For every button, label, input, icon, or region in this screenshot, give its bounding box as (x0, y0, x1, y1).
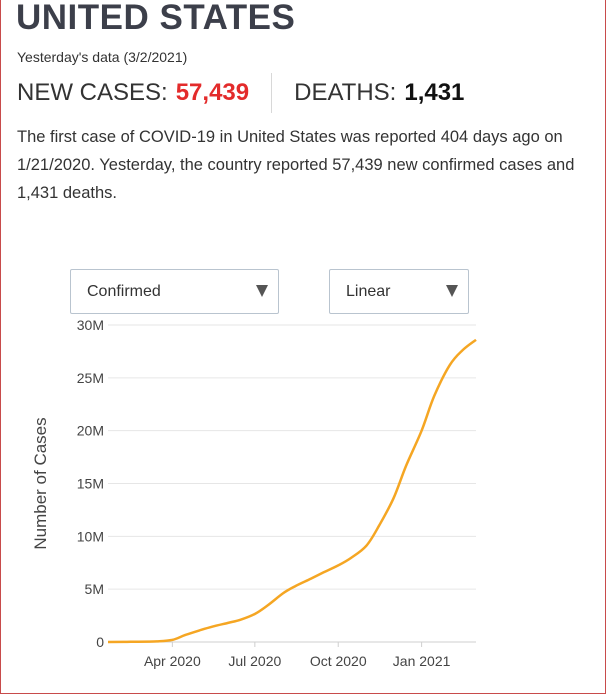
summary-text-3: days ago on 1/21/2020. Yesterday, the co… (17, 128, 575, 202)
summary-text-1: The first case of (17, 128, 139, 146)
disease-name: COVID-19 (138, 128, 216, 146)
y-tick-label: 10M (77, 528, 104, 544)
y-tick-label: 25M (77, 370, 104, 386)
x-tick-label: Jul 2020 (228, 653, 281, 669)
series-line-confirmed (107, 338, 477, 644)
cases-line-chart: 0 5M 10M 15M 20M 25M 30M Apr 2020 Jul 2020 Oct 20… (31, 317, 477, 669)
y-tick-label: 20M (77, 423, 104, 439)
stats-divider (271, 73, 273, 113)
x-tick-label: Apr 2020 (144, 653, 201, 669)
data-date-subtitle: Yesterday's data (3/2/2021) (17, 49, 188, 65)
y-tick-label: 30M (77, 317, 104, 333)
new-cases-label: NEW CASES: (17, 79, 168, 106)
x-tick-label: Oct 2020 (310, 653, 367, 669)
deaths-label: DEATHS: (294, 79, 397, 106)
y-tick-label: 0 (96, 634, 104, 650)
scale-select[interactable]: Linear (329, 269, 469, 314)
days-count: 404 (440, 128, 469, 146)
y-axis-label: Number of Cases (31, 417, 50, 549)
chevron-down-icon (256, 285, 268, 297)
x-tick-label: Jan 2021 (393, 653, 451, 669)
metric-select-value: Confirmed (87, 283, 161, 300)
summary-paragraph: The first case of COVID-19 in United Sta… (17, 123, 602, 207)
stats-bar: NEW CASES: 57,439 DEATHS: 1,431 (17, 73, 465, 113)
chevron-down-icon (446, 285, 458, 297)
summary-text-2: in United States was reported (215, 128, 441, 146)
scale-select-value: Linear (346, 283, 391, 300)
new-cases-value: 57,439 (175, 79, 250, 106)
metric-select[interactable]: Confirmed (70, 269, 279, 314)
y-tick-label: 15M (77, 476, 104, 492)
y-tick-label: 5M (85, 581, 104, 597)
page-title: UNITED STATES (16, 0, 296, 37)
deaths-value: 1,431 (404, 79, 465, 106)
